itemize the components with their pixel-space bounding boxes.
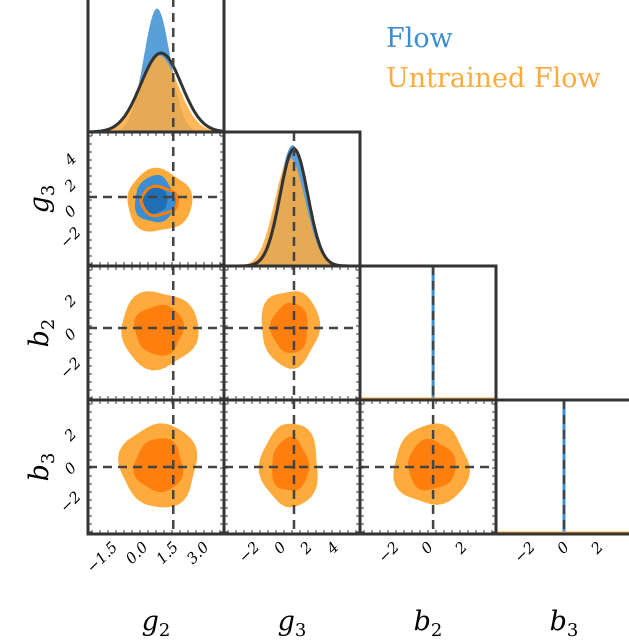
xtick-g3: 2 [296,538,316,558]
xtick-g2: −1.5 [83,538,121,576]
ytick-g3: 2 [60,176,80,196]
ytick-b3: 0 [61,458,81,478]
xtick-b2: −2 [374,538,402,566]
marginal-fill-untrained-flow [224,157,360,266]
ytick-b2: −2 [56,354,84,382]
contour-outline-untrained-flow [139,184,180,218]
xtick-g2: 0.0 [122,538,152,568]
marginal-fill-untrained-flow [88,55,224,132]
xtick-g3: 0 [270,538,290,558]
contour-inner-untrained-flow [272,436,310,491]
ytick-b2: 0 [61,324,81,344]
panel-g3-b2 [224,266,360,400]
xlabel-g3: g3 [278,606,307,641]
contour-inner-untrained-flow [134,304,185,356]
panel-b3 [496,400,629,534]
ytick-b3: −2 [56,488,84,516]
xtick-b2: 2 [451,538,471,558]
ytick-b3: 2 [60,425,80,445]
panel-b2 [360,266,496,400]
panel-g2-b3 [88,400,224,534]
marginal-line-reference [88,51,224,132]
xlabel-b3: b3 [550,606,579,641]
legend-entry-flow: Flow [386,23,453,54]
xtick-b3: 2 [587,538,607,558]
panel-b2-frame [358,264,498,402]
ytick-g3: 4 [60,150,80,170]
xtick-g2: 3.0 [183,538,213,568]
xlabel-b2: b2 [414,606,443,641]
xlabel-g2: g2 [142,606,171,641]
ylabel-b3: b3 [24,453,59,482]
panel-g2 [88,0,224,132]
ylabel-g3: g3 [24,185,59,214]
contour-inner-untrained-flow [133,438,184,493]
xtick-b3: 0 [553,538,573,558]
panel-g3-b3 [224,400,360,534]
ytick-g3: −2 [56,223,84,251]
panel-g3 [224,132,360,266]
panel-g2-b2 [88,266,224,400]
ylabel-b2: b2 [24,319,59,348]
ytick-g3: 0 [61,201,81,221]
panel-b3-frame [494,398,629,536]
xtick-b3: −2 [510,538,538,566]
xtick-b2: 0 [417,538,437,558]
panel-g2-g3 [88,132,224,266]
panel-b2-b3 [360,400,496,534]
xtick-g2: 1.5 [152,538,182,568]
legend-entry-untrained-flow: Untrained Flow [386,63,601,94]
ytick-b2: 2 [60,291,80,311]
contour-inner-flow [143,184,168,215]
xtick-g3: 4 [322,538,342,558]
xtick-g3: −2 [235,538,263,566]
